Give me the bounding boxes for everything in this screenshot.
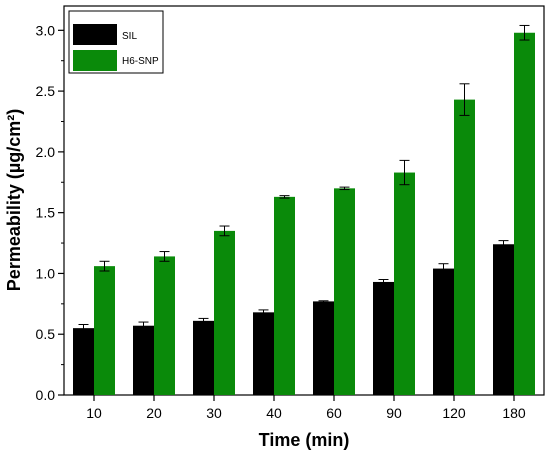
x-tick-label: 90 (386, 405, 402, 421)
bar-sil-120 (433, 268, 454, 395)
bar-sil-40 (253, 312, 274, 395)
bar-h6-snp-120 (454, 99, 475, 396)
bar-h6-snp-60 (334, 188, 355, 395)
x-tick-label: 180 (502, 405, 526, 421)
bar-sil-20 (133, 325, 154, 395)
x-tick-label: 10 (86, 405, 102, 421)
y-tick-label: 2.0 (36, 144, 56, 160)
legend: SIL H6-SNP (68, 10, 164, 74)
x-axis: 10 20 30 40 60 90 120 180 (86, 395, 526, 421)
legend-swatch-h6-snp (73, 50, 117, 71)
x-axis-title: Time (min) (259, 430, 350, 450)
x-tick-label: 40 (266, 405, 282, 421)
error-bars-layer (78, 24, 530, 333)
bar-h6-snp-10 (94, 266, 115, 395)
x-tick-label: 30 (206, 405, 222, 421)
y-axis: 0.0 0.5 1.0 1.5 2.0 2.5 3.0 (36, 22, 64, 403)
y-tick-label: 2.5 (36, 83, 56, 99)
y-axis-title: Permeability (µg/cm²) (4, 109, 24, 291)
bar-h6-snp-180 (514, 32, 535, 396)
bar-sil-90 (373, 281, 394, 395)
bar-sil-10 (73, 328, 94, 395)
y-tick-label: 1.5 (36, 205, 56, 221)
legend-label-h6-snp: H6-SNP (122, 56, 159, 67)
bar-sil-60 (313, 301, 334, 395)
x-tick-label: 120 (442, 405, 466, 421)
y-tick-label: 0.0 (36, 387, 56, 403)
bar-sil-30 (193, 320, 214, 395)
x-tick-label: 20 (146, 405, 162, 421)
bar-h6-snp-20 (154, 256, 175, 395)
y-tick-label: 3.0 (36, 22, 56, 38)
bar-h6-snp-90 (394, 172, 415, 395)
legend-swatch-sil (73, 24, 117, 45)
plot-frame (63, 5, 545, 396)
legend-label-sil: SIL (122, 31, 137, 42)
y-tick-label: 1.0 (36, 265, 56, 281)
bar-h6-snp-40 (274, 196, 295, 395)
bars-layer (73, 32, 535, 396)
bar-sil-180 (493, 244, 514, 395)
x-tick-label: 60 (326, 405, 342, 421)
bar-h6-snp-30 (214, 230, 235, 395)
y-tick-label: 0.5 (36, 326, 56, 342)
